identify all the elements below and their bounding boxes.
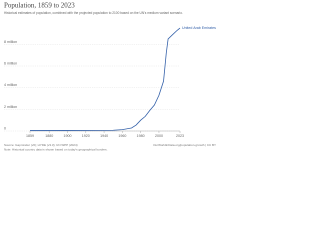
chart-title: Population, 1859 to 2023 (4, 2, 75, 10)
x-tick-label: 1960 (118, 134, 126, 138)
x-tick-label: 2000 (155, 134, 163, 138)
source: Source: Gapminder (v6); HYDE (v3.3); UN … (4, 143, 78, 147)
y-tick-label: 8 million (4, 40, 17, 44)
chart: Population, 1859 to 2023 Historical esti… (4, 2, 216, 151)
x-tick-label: 1920 (82, 134, 90, 138)
x-tick-label: 1859 (26, 134, 34, 138)
x-tick-label: 1880 (45, 134, 53, 138)
line (29, 27, 181, 131)
y-tick-label: 0 (4, 126, 6, 130)
x-tick-label: 2023 (176, 134, 184, 138)
chart-subtitle: Historical estimates of population, comb… (4, 11, 183, 15)
note: Note: Historical country data is shown b… (4, 147, 108, 151)
y-tick-label: 6 million (4, 61, 17, 65)
y-tick-label: 2 million (4, 105, 17, 109)
x-tick-label: 1900 (64, 134, 72, 138)
legend-label: United Arab Emirates (182, 26, 216, 30)
x-tick-label: 1980 (137, 134, 145, 138)
x-tick-label: 1940 (100, 134, 108, 138)
y-tick-label: 4 million (4, 83, 17, 87)
credit: OurWorldinData.org/population-growth | C… (153, 143, 216, 147)
